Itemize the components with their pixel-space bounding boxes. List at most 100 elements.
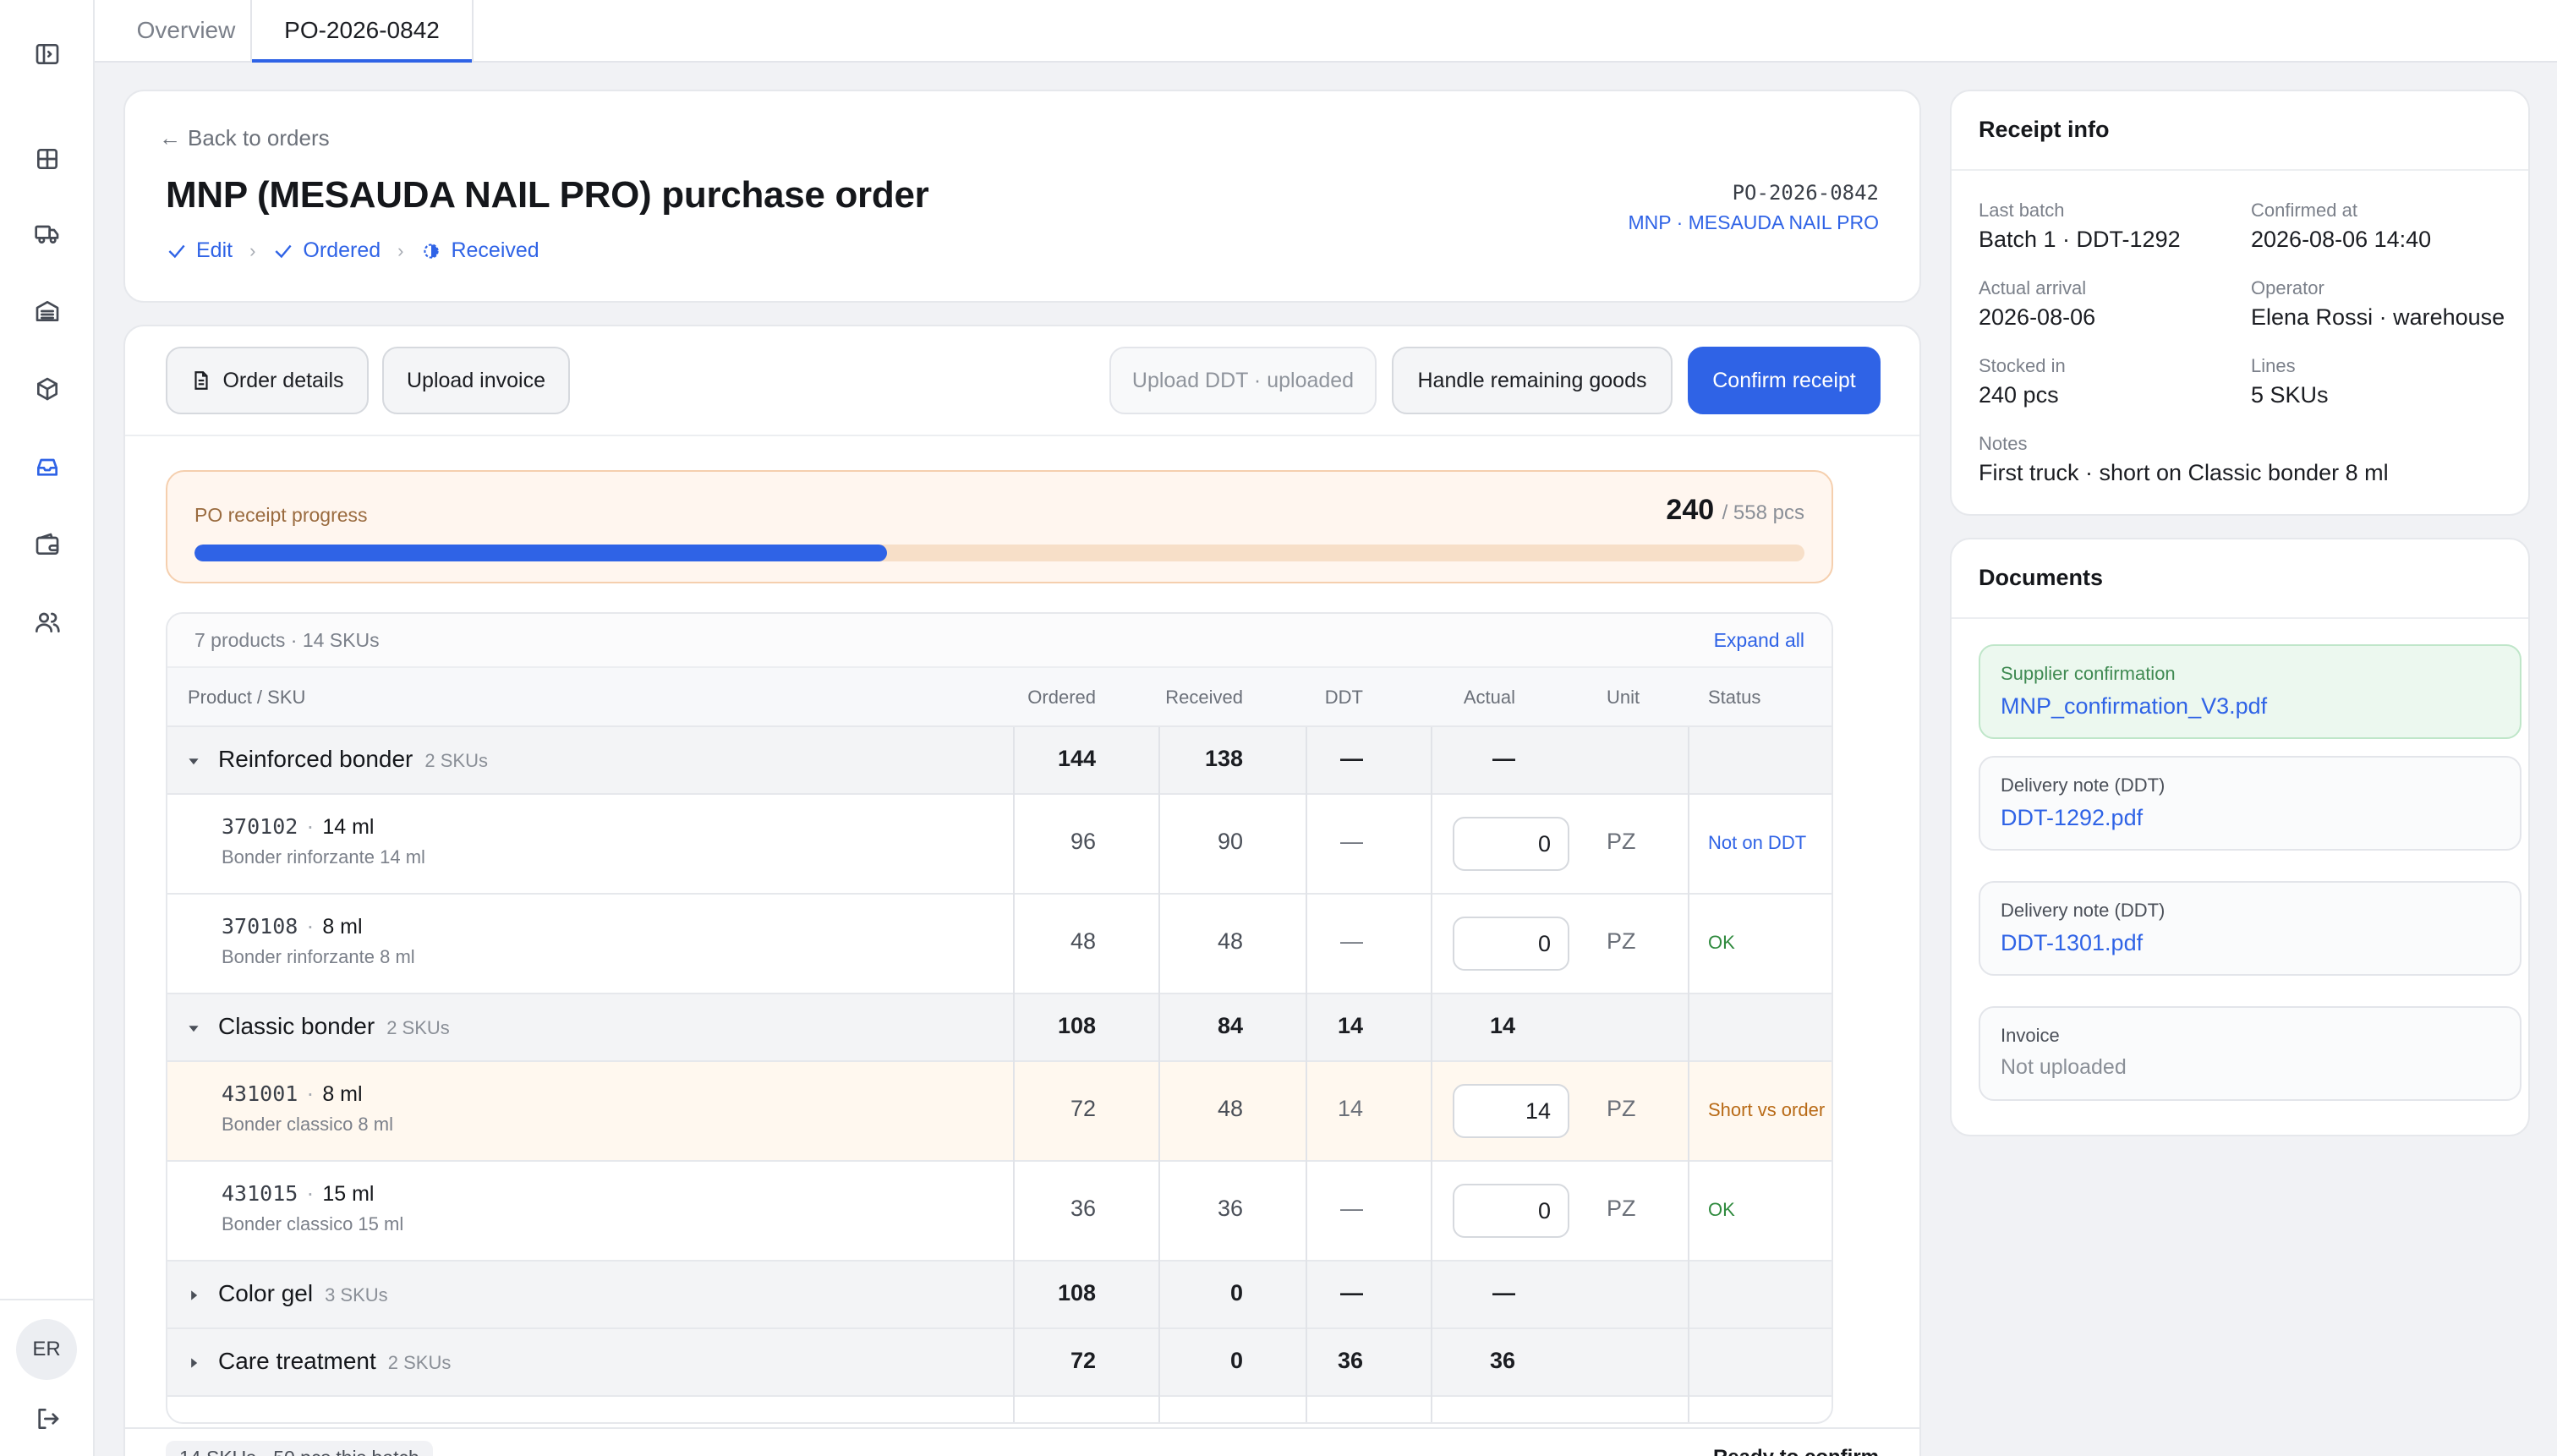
product-group-row[interactable]: Color gel 3 SKUs 108 0 — — — [167, 1262, 1832, 1329]
col-status[interactable]: Status — [1708, 687, 1761, 708]
caret-down-icon[interactable] — [188, 1022, 200, 1034]
document-file-link[interactable]: DDT-1292.pdf — [2001, 805, 2144, 830]
sku-cell: 431015 · 15 ml Bonder classico 15 ml — [222, 1180, 403, 1235]
col-ordered[interactable]: Ordered — [1027, 687, 1096, 708]
sku-row: 431001 · 8 ml Bonder classico 8 ml 72 48 14 14 P… — [167, 1062, 1832, 1162]
received-count: 240 — [1666, 494, 1715, 526]
logout-icon[interactable] — [29, 1400, 66, 1437]
order-details-button[interactable]: Order details — [166, 347, 369, 414]
inbox-icon[interactable] — [29, 448, 66, 485]
column-divider — [1431, 727, 1432, 1422]
group-ordered: 72 — [1070, 1348, 1096, 1373]
document-icon — [194, 371, 209, 390]
group-name-cell: Care treatment 2 SKUs — [218, 1348, 451, 1375]
caret-down-icon[interactable] — [188, 755, 200, 767]
document-ddt-1301[interactable]: Delivery note (DDT) DDT-1301.pdf — [1979, 881, 2521, 976]
documents-card: Documents Supplier confirmation MNP_conf… — [1950, 538, 2530, 1136]
stocked-value: 240 pcs — [1979, 382, 2059, 408]
sku-cell: 431001 · 8 ml Bonder classico 8 ml — [222, 1081, 393, 1136]
sku-unit: PZ — [1607, 829, 1636, 854]
progress-label: PO receipt progress — [194, 504, 368, 526]
confirmed-at-value: 2026-08-06 14:40 — [2251, 227, 2432, 252]
sku-row: 370102 · 14 ml Bonder rinforzante 14 ml 96 90… — [167, 795, 1832, 895]
col-actual[interactable]: Actual — [1463, 687, 1515, 708]
page-title: MNP (MESAUDA NAIL PRO) purchase order — [166, 174, 929, 216]
document-supplier-confirmation[interactable]: Supplier confirmation MNP_confirmation_V… — [1979, 644, 2521, 739]
sku-size: 8 ml — [322, 1082, 363, 1106]
product-group-row[interactable]: Classic bonder 2 SKUs 108 84 14 14 — [167, 994, 1832, 1062]
tab-overview[interactable]: Overview — [136, 17, 236, 43]
actual-qty-input[interactable]: 0 — [1453, 917, 1569, 971]
users-icon[interactable] — [29, 604, 66, 641]
sku-ddt: 14 — [1337, 1096, 1363, 1121]
upload-invoice-button[interactable]: Upload invoice — [382, 347, 570, 414]
caret-right-icon[interactable] — [188, 1289, 200, 1301]
group-ddt: 14 — [1337, 1013, 1363, 1038]
handle-remaining-button[interactable]: Handle remaining goods — [1392, 347, 1673, 414]
separator-dot: · — [306, 913, 315, 939]
step-ordered[interactable]: Ordered — [272, 238, 381, 263]
group-sku-count: 2 SKUs — [387, 1352, 452, 1373]
column-divider — [1306, 727, 1307, 1422]
back-link[interactable]: ← Back to orders — [159, 125, 330, 151]
step-received[interactable]: Received — [420, 238, 539, 263]
separator-dot: · — [306, 813, 315, 839]
divider — [1952, 617, 2528, 619]
progress-panel: PO receipt progress 240 / 558 pcs — [166, 470, 1833, 583]
sidebar: ER — [0, 0, 95, 1456]
warehouse-icon[interactable] — [29, 293, 66, 330]
step-label: Ordered — [303, 238, 381, 262]
truck-icon[interactable] — [29, 215, 66, 252]
dashboard-icon[interactable] — [29, 140, 66, 178]
group-ordered: 108 — [1057, 1013, 1096, 1038]
col-received[interactable]: Received — [1165, 687, 1243, 708]
tab-po[interactable]: PO-2026-0842 — [250, 0, 474, 63]
product-group-row[interactable]: Care treatment 2 SKUs 72 0 36 36 — [167, 1329, 1832, 1397]
sku-ordered: 72 — [1070, 1096, 1096, 1121]
divider — [1952, 169, 2528, 171]
group-received: 138 — [1204, 746, 1243, 771]
receipt-card: Order details Upload invoice Upload DDT … — [123, 325, 1921, 1456]
batch-summary: 14 SKUs · 50 pcs this batch — [166, 1441, 433, 1456]
product-group-row[interactable]: Reinforced bonder 2 SKUs 144 138 — — — [167, 727, 1832, 795]
document-ddt-1292[interactable]: Delivery note (DDT) DDT-1292.pdf — [1979, 756, 2521, 851]
group-ordered: 108 — [1057, 1280, 1096, 1305]
lines-value: 5 SKUs — [2251, 382, 2329, 408]
col-unit[interactable]: Unit — [1607, 687, 1640, 708]
group-name-cell: Color gel 3 SKUs — [218, 1280, 388, 1307]
ready-status: Ready to confirm — [1713, 1446, 1879, 1456]
step-edit[interactable]: Edit — [166, 238, 233, 263]
document-file-link[interactable]: DDT-1301.pdf — [2001, 930, 2144, 955]
caret-right-icon[interactable] — [188, 1357, 200, 1369]
document-file-link[interactable]: MNP_confirmation_V3.pdf — [2001, 693, 2268, 719]
chevron-right-icon: › — [249, 239, 256, 261]
col-ddt[interactable]: DDT — [1324, 687, 1363, 708]
actual-qty-input[interactable]: 0 — [1453, 1184, 1569, 1238]
status-badge: OK — [1708, 1199, 1735, 1220]
confirm-receipt-button[interactable]: Confirm receipt — [1688, 347, 1881, 414]
box-icon[interactable] — [29, 370, 66, 408]
wallet-icon[interactable] — [29, 526, 66, 563]
supplier-link[interactable]: MNP · MESAUDA NAIL PRO — [1628, 211, 1879, 233]
col-product[interactable]: Product / SKU — [188, 687, 306, 708]
group-sku-count: 2 SKUs — [424, 750, 488, 771]
document-invoice[interactable]: Invoice Not uploaded — [1979, 1006, 2521, 1101]
actual-qty-input[interactable]: 0 — [1453, 817, 1569, 871]
group-ordered: 144 — [1057, 746, 1096, 771]
avatar[interactable]: ER — [16, 1319, 77, 1380]
receipt-footer: 14 SKUs · 50 pcs this batch Ready to con… — [125, 1427, 1919, 1456]
divider — [125, 435, 1919, 436]
arrow-left-icon: ← — [159, 125, 181, 151]
sku-received: 36 — [1217, 1196, 1243, 1221]
receipt-info-title: Receipt info — [1979, 117, 2110, 142]
sidebar-toggle-icon[interactable] — [29, 36, 66, 73]
last-batch-label: Last batch — [1979, 200, 2065, 221]
expand-all-link[interactable]: Expand all — [1713, 629, 1804, 651]
arrival-value: 2026-08-06 — [1979, 304, 2096, 330]
upload-ddt-button[interactable]: Upload DDT · uploaded — [1109, 347, 1377, 414]
notes-label: Notes — [1979, 433, 2028, 454]
document-type: Delivery note (DDT) — [2001, 900, 2166, 921]
sku-description: Bonder rinforzante 8 ml — [222, 946, 415, 967]
sku-ordered: 48 — [1070, 928, 1096, 954]
actual-qty-input[interactable]: 14 — [1453, 1084, 1569, 1138]
